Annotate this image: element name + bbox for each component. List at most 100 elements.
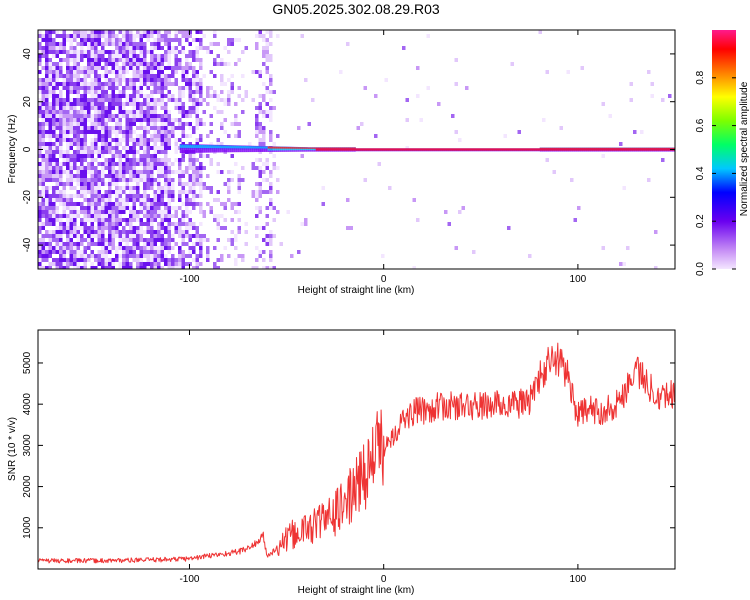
heatmap-cell (115, 74, 119, 78)
heatmap-cell (38, 50, 42, 54)
heatmap-cell (108, 202, 112, 206)
heatmap-band-cell (289, 147, 292, 150)
heatmap-cell (188, 42, 192, 46)
heatmap-cell (55, 178, 59, 182)
heatmap-cell (41, 246, 45, 250)
colorbar: 0.00.20.40.60.8 Normalized spectral ampl… (695, 30, 750, 276)
heatmap-cell (258, 34, 262, 38)
heatmap-cell (143, 246, 147, 250)
heatmap-cell (132, 38, 136, 42)
heatmap-cell (132, 202, 136, 206)
heatmap-cell (66, 166, 70, 170)
heatmap-cell (192, 106, 196, 110)
heatmap-cell (136, 34, 140, 38)
heatmap-cell (48, 178, 52, 182)
heatmap-cell (80, 58, 84, 62)
heatmap-cell (48, 122, 52, 126)
heatmap-cell (136, 170, 140, 174)
heatmap-band-cell (243, 148, 246, 151)
heatmap-cell (262, 250, 266, 254)
heatmap-cell (192, 94, 196, 98)
heatmap-cell (146, 130, 150, 134)
heatmap-cell (167, 190, 171, 194)
heatmap-cell (48, 242, 52, 246)
heatmap-cell (458, 210, 462, 214)
heatmap-cell (108, 38, 112, 42)
heatmap-cell (94, 170, 98, 174)
heatmap-cell (363, 86, 367, 90)
heatmap-cell (38, 62, 42, 66)
heatmap-cell (265, 54, 269, 58)
heatmap-cell (136, 238, 140, 242)
heatmap-cell (83, 198, 87, 202)
heatmap-cell (146, 242, 150, 246)
heatmap-cell (76, 242, 80, 246)
heatmap-cell (129, 34, 133, 38)
heatmap-cell (73, 206, 77, 210)
heatmap-cell (97, 98, 101, 102)
heatmap-band-cell (303, 148, 306, 151)
heatmap-cell (213, 246, 217, 250)
heatmap-cell (167, 194, 171, 198)
heatmap-cell (136, 126, 140, 130)
heatmap-cell (248, 142, 252, 146)
heatmap-band-cell (585, 150, 588, 152)
heatmap-cell (76, 138, 80, 142)
heatmap-cell (272, 106, 276, 110)
heatmap-cell (223, 246, 227, 250)
heatmap-cell (101, 258, 105, 262)
heatmap-cell (38, 78, 42, 82)
heatmap-cell (164, 34, 168, 38)
heatmap-band-cell (329, 150, 332, 152)
heatmap-cell (104, 30, 108, 34)
heatmap-cell (45, 258, 49, 262)
heatmap-band-cell (669, 150, 672, 152)
heatmap-cell (139, 218, 143, 222)
heatmap-cell (125, 246, 129, 250)
heatmap-cell (129, 58, 133, 62)
heatmap-cell (41, 158, 45, 162)
heatmap-cell (76, 146, 80, 150)
heatmap-band-cell (241, 150, 244, 153)
heatmap-cell (122, 70, 126, 74)
heatmap-cell (227, 62, 231, 66)
heatmap-cell (83, 74, 87, 78)
heatmap-cell (101, 74, 105, 78)
heatmap-cell (104, 106, 108, 110)
heatmap-band-cell (223, 148, 226, 151)
heatmap-cell (80, 158, 84, 162)
heatmap-cell (94, 134, 98, 138)
heatmap-cell (139, 146, 143, 150)
heatmap-cell (41, 122, 45, 126)
heatmap-cell (234, 246, 238, 250)
heatmap-cell (129, 102, 133, 106)
heatmap-band-cell (207, 145, 210, 150)
heatmap-cell (73, 114, 77, 118)
heatmap-band-cell (223, 145, 226, 150)
heatmap-cell (97, 110, 101, 114)
heatmap-cell (206, 90, 210, 94)
heatmap-band-cell (179, 144, 182, 150)
heatmap-cell (143, 126, 147, 130)
heatmap-cell (164, 66, 168, 70)
heatmap-cell (41, 34, 45, 38)
heatmap-cell (160, 250, 164, 254)
heatmap-cell (129, 50, 133, 54)
heatmap-cell (272, 154, 276, 158)
heatmap-cell (52, 142, 56, 146)
heatmap-cell (66, 182, 70, 186)
heatmap-cell (97, 222, 101, 226)
heatmap-cell (45, 82, 49, 86)
heatmap-band-cell (187, 151, 190, 153)
heatmap-band-cell (305, 147, 308, 150)
heatmap-cell (213, 198, 217, 202)
heatmap-cell (94, 58, 98, 62)
heatmap-cell (202, 46, 206, 50)
heatmap-cell (48, 206, 52, 210)
heatmap-band-cell (663, 150, 666, 152)
heatmap-cell (59, 58, 63, 62)
heatmap-cell (45, 246, 49, 250)
heatmap-cell (136, 182, 140, 186)
heatmap-cell (132, 210, 136, 214)
